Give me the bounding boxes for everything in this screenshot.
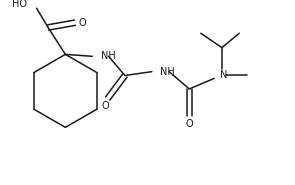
Text: HO: HO bbox=[12, 0, 27, 9]
Text: NH: NH bbox=[160, 67, 175, 77]
Text: O: O bbox=[186, 119, 193, 129]
Text: O: O bbox=[79, 18, 86, 28]
Text: O: O bbox=[102, 101, 109, 111]
Text: NH: NH bbox=[101, 51, 116, 61]
Text: N: N bbox=[220, 70, 227, 80]
